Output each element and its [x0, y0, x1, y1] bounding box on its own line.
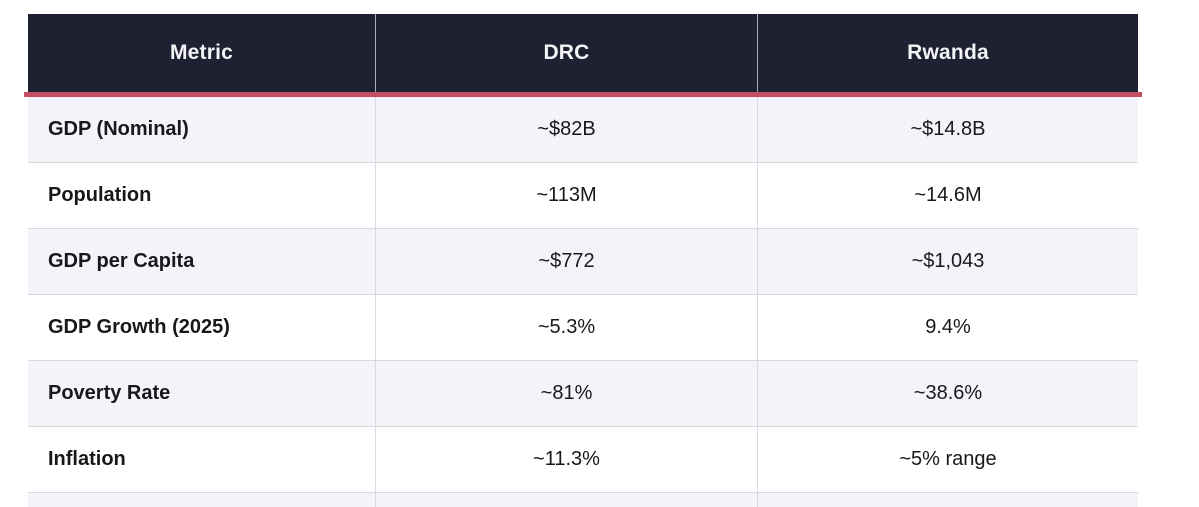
- header-cell-rwanda: Rwanda: [757, 14, 1138, 92]
- table-row-partial: [28, 493, 1138, 507]
- table-row: GDP per Capita ~$772 ~$1,043: [28, 229, 1138, 295]
- comparison-table: Metric DRC Rwanda GDP (Nominal) ~$82B ~$…: [24, 14, 1142, 507]
- header-accent-line: [24, 92, 1142, 97]
- metric-cell: Inflation: [48, 448, 126, 470]
- rwanda-value-cell: [757, 493, 1138, 507]
- metric-cell: GDP Growth (2025): [48, 316, 230, 338]
- metric-cell: GDP (Nominal): [48, 118, 189, 140]
- rwanda-value-cell: 9.4%: [757, 295, 1138, 360]
- metric-cell: Population: [48, 184, 152, 206]
- table-row: Inflation ~11.3% ~5% range: [28, 427, 1138, 493]
- rwanda-value-cell: ~38.6%: [757, 361, 1138, 426]
- rwanda-value-cell: ~$14.8B: [757, 97, 1138, 162]
- drc-value-cell: ~11.3%: [375, 427, 757, 492]
- rwanda-value-cell: ~5% range: [757, 427, 1138, 492]
- table-row: GDP (Nominal) ~$82B ~$14.8B: [28, 97, 1138, 163]
- metric-cell: GDP per Capita: [48, 250, 195, 272]
- metric-cell: Poverty Rate: [48, 382, 171, 404]
- drc-value-cell: ~$82B: [375, 97, 757, 162]
- table-row: Population ~113M ~14.6M: [28, 163, 1138, 229]
- rwanda-value-cell: ~$1,043: [757, 229, 1138, 294]
- table-row: GDP Growth (2025) ~5.3% 9.4%: [28, 295, 1138, 361]
- header-cell-metric: Metric: [169, 41, 234, 64]
- metric-cell: [28, 493, 375, 507]
- table-header-row: Metric DRC Rwanda: [28, 14, 1138, 92]
- table-row: Poverty Rate ~81% ~38.6%: [28, 361, 1138, 427]
- drc-value-cell: ~5.3%: [375, 295, 757, 360]
- drc-value-cell: [375, 493, 757, 507]
- header-cell-drc: DRC: [375, 14, 757, 92]
- drc-value-cell: ~$772: [375, 229, 757, 294]
- rwanda-value-cell: ~14.6M: [757, 163, 1138, 228]
- drc-value-cell: ~113M: [375, 163, 757, 228]
- drc-value-cell: ~81%: [375, 361, 757, 426]
